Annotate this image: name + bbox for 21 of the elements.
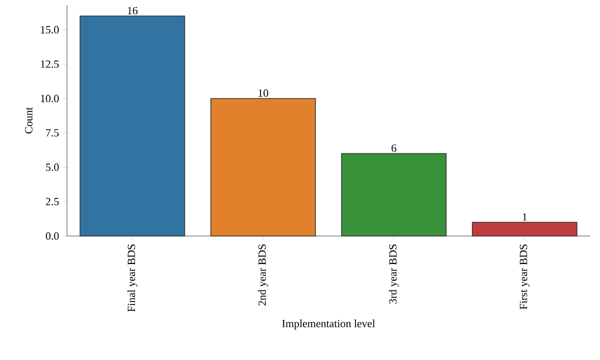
y-tick-label: 2.5	[46, 198, 59, 206]
x-tick-label: First year BDS	[520, 244, 530, 310]
y-tick-label: 7.5	[46, 129, 59, 137]
data-label: 16	[128, 6, 138, 14]
data-label: 6	[392, 144, 396, 152]
bar	[80, 16, 186, 236]
bar	[341, 153, 447, 236]
bar	[210, 98, 316, 236]
y-tick-label: 15.0	[40, 26, 59, 34]
x-tick-label: Final year BDS	[127, 244, 138, 312]
y-tick-label: 10.0	[40, 94, 59, 102]
y-tick-label: 12.5	[40, 60, 59, 68]
bar	[472, 222, 578, 236]
data-label: 10	[258, 89, 268, 97]
data-label: 1	[522, 213, 527, 221]
y-tick-label: 0.0	[46, 232, 59, 240]
y-tick-label: 5.0	[46, 164, 59, 171]
x-tick-label: 2nd year BDS	[258, 244, 268, 306]
x-tick-label: 3rd year BDS	[388, 244, 399, 304]
x-axis-title: Implementation level	[282, 320, 376, 330]
y-axis-title: Count	[25, 107, 32, 134]
